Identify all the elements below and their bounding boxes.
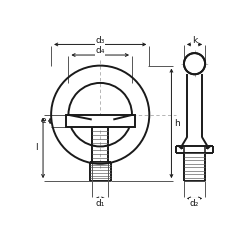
Text: l: l	[35, 144, 37, 152]
Text: d₁: d₁	[96, 199, 105, 208]
Text: d₄: d₄	[96, 46, 105, 55]
Text: e: e	[40, 116, 46, 126]
Circle shape	[184, 53, 205, 74]
Bar	[66, 115, 135, 127]
Text: d₂: d₂	[190, 199, 199, 208]
Text: h: h	[174, 119, 180, 128]
Bar	[66, 115, 135, 127]
Text: d₃: d₃	[96, 36, 105, 45]
Text: k: k	[192, 36, 197, 45]
